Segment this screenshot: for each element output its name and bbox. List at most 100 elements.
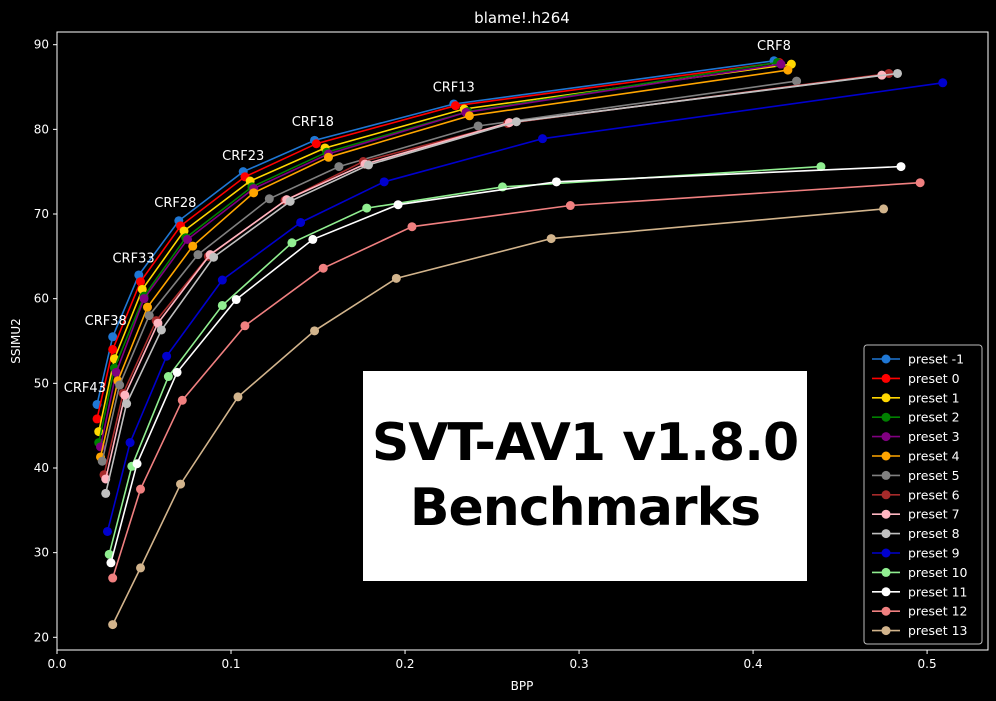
data-point — [896, 162, 906, 172]
legend-label: preset 9 — [908, 546, 960, 561]
data-point — [217, 300, 227, 310]
legend-swatch-marker — [881, 432, 891, 442]
y-tick-label: 20 — [34, 630, 49, 644]
data-point — [172, 367, 182, 377]
data-point — [783, 65, 793, 75]
x-tick-label: 0.0 — [47, 657, 66, 671]
data-point — [473, 121, 483, 131]
data-point — [938, 78, 948, 88]
legend-item: preset 12 — [872, 604, 967, 619]
data-point — [183, 234, 193, 244]
legend-item: preset 4 — [872, 449, 960, 464]
data-point — [156, 325, 166, 335]
legend-item: preset 11 — [872, 584, 967, 599]
y-tick-label: 60 — [34, 292, 49, 306]
data-point — [115, 380, 125, 390]
legend-label: preset 1 — [908, 390, 960, 405]
data-point — [101, 488, 111, 498]
series-line — [96, 61, 780, 420]
legend-item: preset 6 — [872, 487, 960, 502]
data-point — [132, 459, 142, 469]
series-line — [104, 72, 898, 494]
data-point — [362, 203, 372, 213]
legend-swatch-marker — [881, 490, 891, 500]
data-point — [162, 351, 172, 361]
data-point — [108, 573, 118, 583]
crf-label: CRF33 — [112, 251, 154, 266]
legend-label: preset 7 — [908, 507, 960, 522]
series-line — [111, 208, 884, 625]
data-point — [407, 222, 417, 232]
legend-item: preset 8 — [872, 526, 960, 541]
data-point — [233, 392, 243, 402]
data-point — [177, 395, 187, 405]
data-point — [231, 295, 241, 305]
data-point — [884, 68, 894, 78]
legend-label: preset 2 — [908, 410, 960, 425]
data-point — [249, 188, 259, 198]
series-line — [99, 63, 782, 447]
y-tick-label: 90 — [34, 38, 49, 52]
series-preset-9 — [102, 78, 948, 536]
legend-item: preset 9 — [872, 546, 960, 561]
series-preset-11 — [106, 162, 906, 568]
y-tick-label: 70 — [34, 207, 49, 221]
series-line — [106, 82, 943, 532]
legend-swatch-marker — [881, 354, 891, 364]
y-tick-label: 40 — [34, 461, 49, 475]
legend-swatch-marker — [881, 509, 891, 519]
series-line — [98, 63, 792, 432]
legend-item: preset 0 — [872, 371, 960, 386]
data-point — [391, 273, 401, 283]
crf-label: CRF8 — [757, 39, 791, 54]
series-preset-13 — [108, 204, 889, 630]
data-point — [111, 367, 121, 377]
legend-swatch-marker — [881, 587, 891, 597]
series-preset-8 — [101, 68, 903, 498]
data-point — [393, 200, 403, 210]
data-point — [310, 326, 320, 336]
series-line — [110, 165, 902, 564]
y-tick-label: 80 — [34, 122, 49, 136]
data-point — [776, 59, 786, 69]
data-point — [122, 399, 132, 409]
x-axis-label: BPP — [511, 679, 534, 693]
data-point — [125, 438, 135, 448]
legend-item: preset 3 — [872, 429, 960, 444]
legend-item: preset 10 — [872, 565, 968, 580]
series-line — [101, 80, 797, 462]
legend-label: preset 8 — [908, 526, 960, 541]
data-point — [137, 284, 147, 294]
legend-label: preset 5 — [908, 468, 960, 483]
chart-title: blame!.h264 — [474, 9, 570, 27]
legend-label: preset 10 — [908, 565, 968, 580]
legend-box — [863, 344, 983, 645]
series-line — [96, 60, 775, 405]
benchmark-banner: SVT-AV1 v1.8.0 Benchmarks — [363, 371, 807, 581]
data-point — [296, 217, 306, 227]
legend-swatch-marker — [881, 548, 891, 558]
x-tick-label: 0.4 — [744, 657, 763, 671]
data-point — [311, 139, 321, 149]
legend-label: preset -1 — [908, 352, 964, 367]
data-point — [546, 234, 556, 244]
legend-swatch-marker — [881, 567, 891, 577]
series-preset--1 — [92, 56, 779, 409]
data-point — [142, 302, 152, 312]
y-axis-label: SSIMU2 — [9, 318, 23, 364]
legend-label: preset 3 — [908, 429, 960, 444]
x-tick-label: 0.5 — [918, 657, 937, 671]
data-point — [97, 456, 107, 466]
legend: preset -1 preset 0 preset 1 preset 2 preset … — [863, 344, 983, 645]
legend-item: preset 13 — [872, 623, 967, 638]
legend-swatch-marker — [881, 626, 891, 636]
data-point — [551, 177, 561, 187]
data-point — [144, 311, 154, 321]
data-point — [106, 558, 116, 568]
legend-swatch-marker — [881, 451, 891, 461]
legend-item: preset 7 — [872, 507, 960, 522]
data-point — [193, 250, 203, 260]
y-tick-label: 30 — [34, 546, 49, 560]
data-point — [285, 196, 295, 206]
data-point — [120, 390, 130, 400]
